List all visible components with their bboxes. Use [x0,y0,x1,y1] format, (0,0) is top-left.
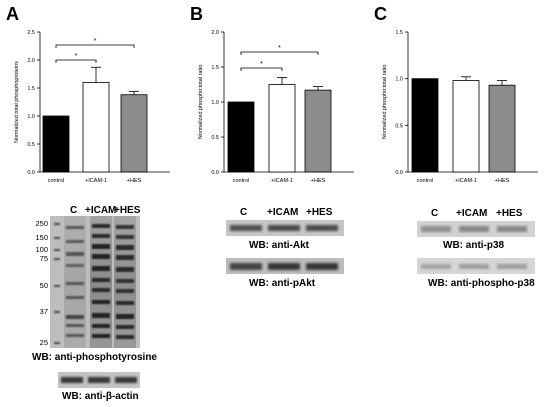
x-tick-label: +HES [495,178,510,184]
y-axis-label: Normalized total phosphoproteins [14,61,20,143]
significance-star: * [75,53,78,60]
panel-letter-c: C [374,4,387,24]
mw-marker: 37 [39,307,48,316]
lane-label-icam: +ICAM [456,208,488,219]
y-tick-label: 1.0 [211,100,219,106]
x-tick-label: +HES [127,178,142,184]
lane-label-icam: +ICAM [85,205,117,216]
x-tick-label: +ICAM-1 [85,178,107,184]
wb-caption-phospho-p38: WB: anti-phospho-p38 [428,278,535,289]
wb-caption-beta-actin: WB: anti-β-actin [62,391,139,402]
western-blot-phospho-p38 [417,258,535,274]
y-tick-label: 1.5 [395,30,403,36]
significance-star: * [94,38,97,45]
western-blot-pakt [226,258,344,274]
mw-marker: 250 [35,219,48,228]
lane-label-c: C [240,207,248,218]
mw-marker: 25 [39,338,48,347]
y-tick-label: 2.0 [211,30,219,36]
bar [120,94,148,173]
x-tick-label: +ICAM-1 [271,178,293,184]
bar [452,80,480,173]
mw-marker: 150 [35,233,48,242]
y-tick-label: 2.0 [27,58,35,64]
significance-star: * [278,45,281,52]
significance-bracket [240,67,283,71]
y-tick-label: 0.5 [395,123,403,129]
y-tick-label: 0.0 [395,170,403,176]
x-tick-label: control [48,178,65,184]
y-tick-label: 1.0 [27,114,35,120]
y-tick-label: 1.0 [395,77,403,83]
bar [82,82,110,173]
bar-chart-c: 0.0 0.5 1.0 1.5 Normalized phospho:total rat… [382,30,538,184]
x-tick-label: control [417,178,434,184]
lane-label-icam: +ICAM [267,207,299,218]
bar-chart-b: 0.0 0.5 1.0 1.5 2.0 Normalized phospho:total … [198,30,354,184]
x-tick-label: +ICAM-1 [455,178,477,184]
wb-caption-phosphotyrosine: WB: anti-phosphotyrosine [32,352,157,363]
y-tick-label: 1.5 [211,65,219,71]
mw-marker: 75 [39,254,48,263]
bar-chart-a: 0.0 0.5 1.0 1.5 2.0 2.5 Normalized total phosp… [14,30,170,184]
y-axis-label: Normalized phospho:total ratio [198,65,204,140]
significance-star: * [260,61,263,68]
bar [488,84,516,173]
bar [268,84,296,173]
lane-label-c: C [70,205,78,216]
panel-letter-a: A [6,4,19,24]
lane-label-hes: +HES [114,205,141,216]
y-tick-label: 0.5 [27,142,35,148]
x-tick-label: control [233,178,250,184]
western-blot-phosphotyrosine [50,216,140,348]
mw-marker: 100 [35,245,48,254]
lane-label-hes: +HES [306,207,333,218]
bar [227,101,255,173]
y-tick-label: 1.5 [27,86,35,92]
wb-caption-akt: WB: anti-Akt [249,240,309,251]
wb-caption-p38: WB: anti-p38 [443,240,505,251]
significance-bracket [55,44,135,48]
panel-letter-b: B [190,4,203,24]
bar [42,115,70,173]
western-blot-p38 [417,221,535,237]
y-axis-label: Normalized phospho:total ratio [382,65,388,140]
significance-bracket [55,59,97,63]
y-tick-label: 0.5 [211,135,219,141]
y-tick-label: 0.0 [211,170,219,176]
y-tick-label: 2.5 [27,30,35,36]
mw-marker: 50 [39,281,48,290]
lane-label-hes: +HES [496,208,523,219]
western-blot-akt [226,220,344,236]
bar [411,78,439,173]
wb-caption-pakt: WB: anti-pAkt [249,278,316,289]
western-blot-beta-actin [58,372,140,388]
lane-label-c: C [431,208,439,219]
y-tick-label: 0.0 [27,170,35,176]
bar [304,89,332,173]
significance-bracket [240,51,319,55]
x-tick-label: +HES [311,178,326,184]
